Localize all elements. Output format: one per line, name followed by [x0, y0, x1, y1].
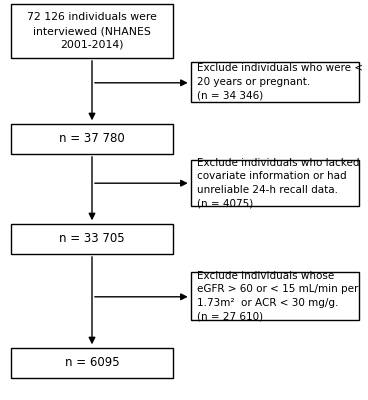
FancyBboxPatch shape — [11, 124, 173, 154]
FancyBboxPatch shape — [11, 224, 173, 254]
Text: n = 6095: n = 6095 — [65, 356, 119, 370]
FancyBboxPatch shape — [191, 160, 359, 206]
Text: n = 37 780: n = 37 780 — [59, 132, 125, 146]
FancyBboxPatch shape — [191, 272, 359, 320]
FancyBboxPatch shape — [11, 348, 173, 378]
Text: Exclude individuals whose
eGFR > 60 or < 15 mL/min per
1.73m²  or ACR < 30 mg/g.: Exclude individuals whose eGFR > 60 or <… — [197, 270, 358, 322]
Text: Exclude individuals who were <
20 years or pregnant.
(n = 34 346): Exclude individuals who were < 20 years … — [197, 63, 363, 101]
Text: Exclude individuals who lacked
covariate information or had
unreliable 24-h reca: Exclude individuals who lacked covariate… — [197, 158, 360, 208]
FancyBboxPatch shape — [191, 62, 359, 102]
Text: 72 126 individuals were
interviewed (NHANES
2001-2014): 72 126 individuals were interviewed (NHA… — [27, 12, 157, 50]
Text: n = 33 705: n = 33 705 — [59, 232, 125, 246]
FancyBboxPatch shape — [11, 4, 173, 58]
